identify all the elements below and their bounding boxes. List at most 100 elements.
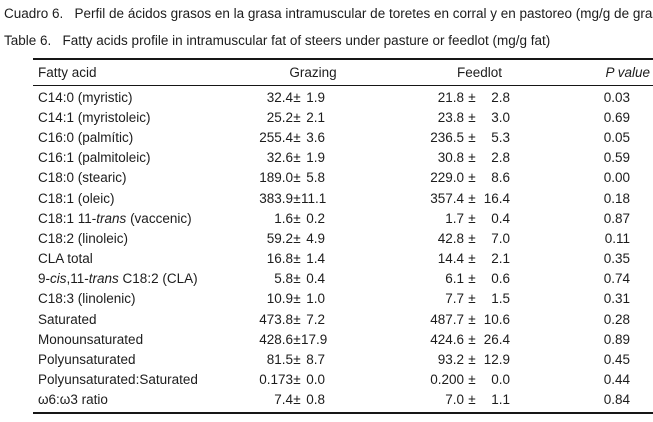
mean-value: 189.0 bbox=[259, 170, 293, 186]
column-header-p-value: P value bbox=[605, 65, 650, 80]
feedlot-cell: 42.8 ±7.0 bbox=[353, 231, 518, 246]
fatty-acid-label-segment: C14:1 (myristoleic) bbox=[38, 109, 151, 125]
plus-minus-sign: ± bbox=[293, 251, 301, 267]
table-row: C14:0 (myristic) 32.4 ±1.9 21.8 ±2.8 0.03 bbox=[33, 87, 653, 107]
p-value-cell: 0.35 bbox=[603, 251, 630, 267]
fatty-acid-label-segment: Saturated bbox=[38, 311, 97, 327]
sd-value: 26.4 bbox=[483, 331, 510, 347]
sd-value: 0.4 bbox=[306, 271, 325, 287]
plus-minus-sign: ± bbox=[468, 210, 476, 226]
feedlot-cell: 0.200 ±0.0 bbox=[353, 372, 518, 387]
mean-value: 7.4 bbox=[274, 392, 293, 408]
table-row: CLA total 16.8 ±1.4 14.4 ±2.1 0.35 bbox=[33, 249, 653, 269]
p-value-cell: 0.00 bbox=[603, 170, 630, 186]
fatty-acid-label-segment: C16:0 (palmític) bbox=[38, 129, 134, 145]
table-row: C18:2 (linoleic) 59.2 ±4.9 42.8 ±7.0 0.11 bbox=[33, 228, 653, 248]
fatty-acid-label-segment: cis bbox=[50, 271, 67, 287]
sd-value: 8.7 bbox=[306, 352, 325, 368]
feedlot-cell: 21.8 ±2.8 bbox=[353, 90, 518, 105]
p-value-cell: 0.74 bbox=[603, 271, 630, 287]
sd-value: 2.1 bbox=[306, 109, 325, 125]
p-value-cell: 0.03 bbox=[603, 89, 630, 105]
fatty-acid-label-segment: 9- bbox=[38, 271, 51, 287]
p-value-cell: 0.18 bbox=[603, 190, 630, 206]
plus-minus-sign: ± bbox=[468, 352, 476, 368]
fatty-acid-cell: Polyunsaturated:Saturated bbox=[33, 372, 243, 387]
fatty-acid-label-segment: C14:0 (myristic) bbox=[38, 89, 133, 105]
feedlot-cell: 6.1 ±0.6 bbox=[353, 271, 518, 286]
p-value-cell: 0.44 bbox=[603, 372, 630, 388]
grazing-cell: 383.9 ±11.1 bbox=[243, 191, 353, 206]
sd-value: 0.0 bbox=[491, 372, 510, 388]
plus-minus-sign: ± bbox=[293, 129, 301, 145]
table-caption-spanish: Cuadro 6. Perfil de ácidos grasos en la … bbox=[4, 6, 653, 21]
plus-minus-sign: ± bbox=[293, 109, 301, 125]
mean-value: 255.4 bbox=[259, 129, 293, 145]
fatty-acid-cell: C18:2 (linoleic) bbox=[33, 231, 243, 246]
sd-value: 7.2 bbox=[306, 311, 325, 327]
plus-minus-sign: ± bbox=[468, 190, 476, 206]
feedlot-cell: 1.7 ±0.4 bbox=[353, 211, 518, 226]
p-value-cell: 0.59 bbox=[603, 150, 630, 166]
mean-value: 23.8 bbox=[437, 109, 464, 125]
feedlot-cell: 229.0 ±8.6 bbox=[353, 170, 518, 185]
plus-minus-sign: ± bbox=[468, 230, 476, 246]
plus-minus-sign: ± bbox=[468, 109, 476, 125]
sd-value: 2.8 bbox=[491, 150, 510, 166]
plus-minus-sign: ± bbox=[468, 129, 476, 145]
table-row: C18:1 11-trans (vaccenic) 1.6 ±0.2 1.7 ±0.4 0… bbox=[33, 208, 653, 228]
fatty-acid-cell: C16:1 (palmitoleic) bbox=[33, 150, 243, 165]
mean-value: 32.4 bbox=[266, 89, 293, 105]
grazing-cell: 25.2 ±2.1 bbox=[243, 110, 353, 125]
sd-value: 0.8 bbox=[306, 392, 325, 408]
grazing-cell: 5.8 ±0.4 bbox=[243, 271, 353, 286]
sd-value: 16.4 bbox=[483, 190, 510, 206]
fatty-acid-label-segment: C16:1 (palmitoleic) bbox=[38, 150, 151, 166]
fatty-acid-cell: Monounsaturated bbox=[33, 332, 243, 347]
table-header-row: Fatty acid Grazing Feedlot P value bbox=[33, 58, 653, 86]
mean-value: 81.5 bbox=[266, 352, 293, 368]
mean-value: 487.7 bbox=[430, 311, 464, 327]
mean-value: 10.9 bbox=[266, 291, 293, 307]
table-row: Monounsaturated 428.6 ±17.9 424.6 ±26.4 0.89 bbox=[33, 329, 653, 349]
plus-minus-sign: ± bbox=[468, 271, 476, 287]
mean-value: 0.200 bbox=[430, 372, 464, 388]
plus-minus-sign: ± bbox=[293, 392, 301, 408]
p-value-cell: 0.11 bbox=[604, 230, 630, 246]
plus-minus-sign: ± bbox=[293, 89, 301, 105]
mean-value: 14.4 bbox=[437, 251, 464, 267]
sd-value: 3.6 bbox=[306, 129, 325, 145]
grazing-cell: 7.4 ±0.8 bbox=[243, 392, 353, 407]
sd-value: 7.0 bbox=[491, 230, 510, 246]
fatty-acid-cell: Polyunsaturated bbox=[33, 352, 243, 367]
mean-value: 32.6 bbox=[266, 150, 293, 166]
sd-value: 4.9 bbox=[306, 230, 325, 246]
mean-value: 16.8 bbox=[266, 251, 293, 267]
plus-minus-sign: ± bbox=[293, 170, 301, 186]
p-value-cell: 0.31 bbox=[603, 291, 630, 307]
mean-value: 5.8 bbox=[274, 271, 293, 287]
grazing-cell: 428.6 ±17.9 bbox=[243, 332, 353, 347]
mean-value: 424.6 bbox=[430, 331, 464, 347]
grazing-cell: 1.6 ±0.2 bbox=[243, 211, 353, 226]
grazing-cell: 32.4 ±1.9 bbox=[243, 90, 353, 105]
p-value-cell: 0.84 bbox=[603, 392, 630, 408]
sd-value: 1.9 bbox=[306, 150, 325, 166]
p-value-cell: 0.89 bbox=[603, 331, 630, 347]
plus-minus-sign: ± bbox=[293, 271, 301, 287]
plus-minus-sign: ± bbox=[468, 89, 476, 105]
feedlot-cell: 487.7 ±10.6 bbox=[353, 312, 518, 327]
mean-value: 383.9 bbox=[259, 190, 293, 206]
mean-value: 1.6 bbox=[274, 210, 293, 226]
fatty-acid-cell: C18:1 11-trans (vaccenic) bbox=[33, 211, 243, 226]
plus-minus-sign: ± bbox=[468, 291, 476, 307]
feedlot-cell: 14.4 ±2.1 bbox=[353, 251, 518, 266]
column-header-grazing: Grazing bbox=[289, 65, 337, 80]
fatty-acid-label-segment: C18:2 (linoleic) bbox=[38, 230, 129, 246]
grazing-cell: 10.9 ±1.0 bbox=[243, 291, 353, 306]
mean-value: 59.2 bbox=[266, 230, 293, 246]
fatty-acid-cell: C16:0 (palmític) bbox=[33, 130, 243, 145]
fatty-acid-label-segment: ,11- bbox=[66, 271, 89, 287]
sd-value: 0.2 bbox=[306, 210, 325, 226]
table-row: C14:1 (myristoleic) 25.2 ±2.1 23.8 ±3.0 0.69 bbox=[33, 107, 653, 127]
